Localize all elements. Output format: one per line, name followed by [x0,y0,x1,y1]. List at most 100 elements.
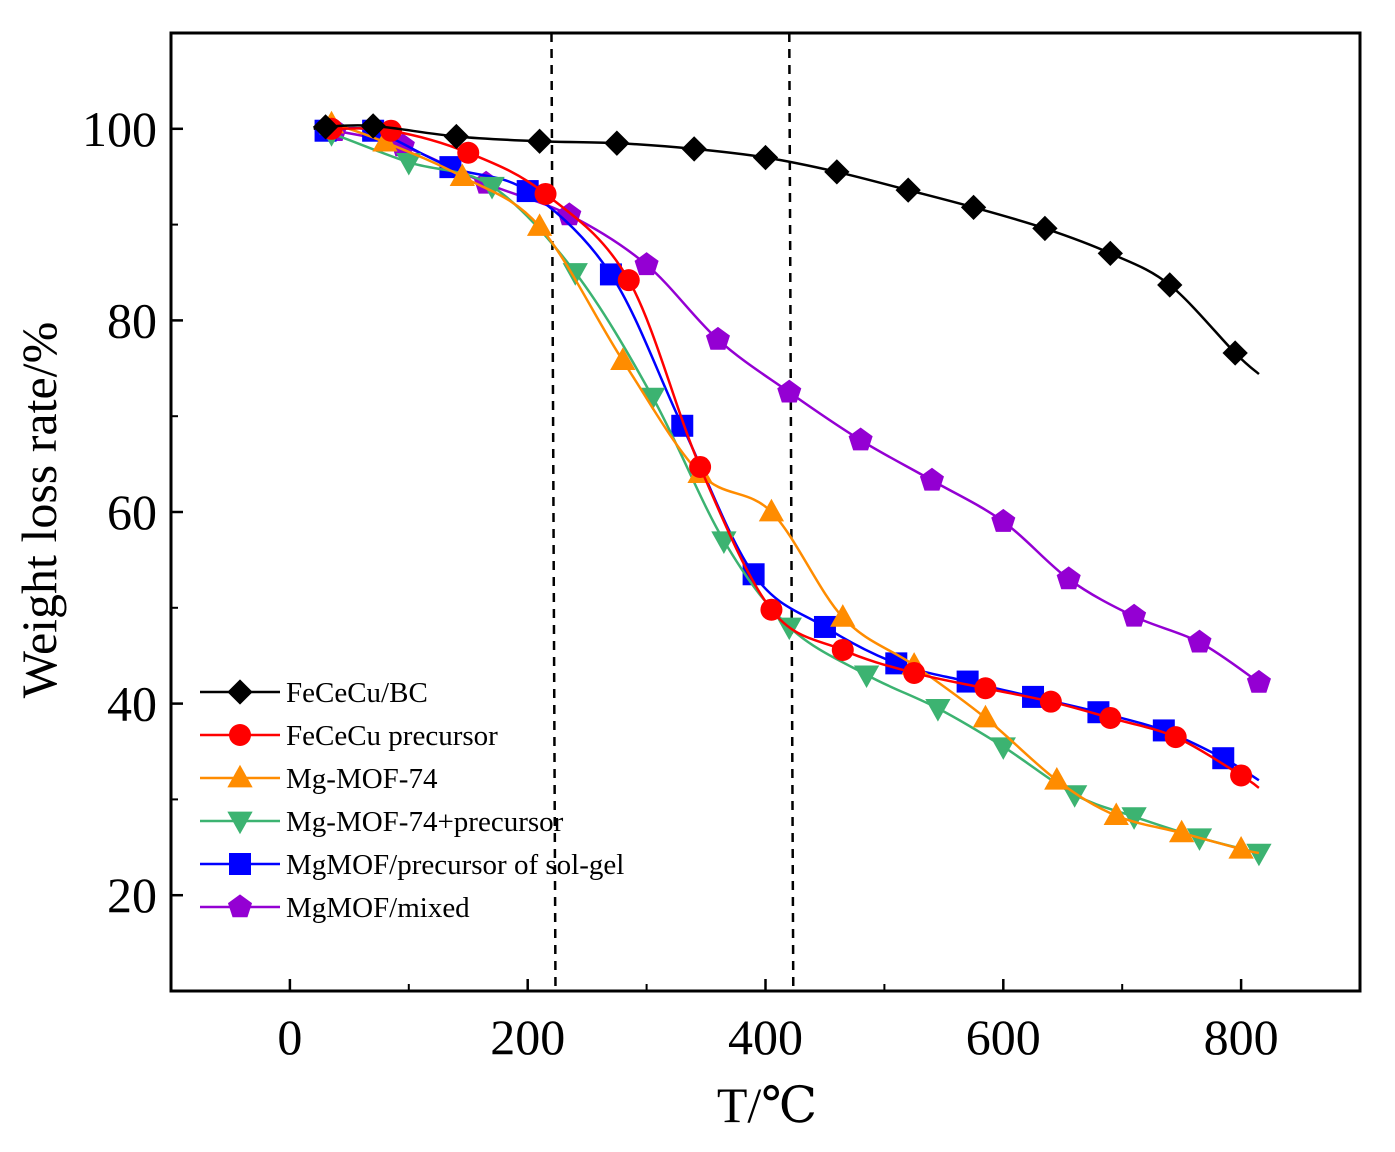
data-point-mgmof-mixed [919,467,944,491]
legend-entry-mg-mof-74: Mg-MOF-74 [200,763,438,795]
x-axis-title: T/℃ [717,1077,817,1133]
data-point-mgmof-mixed [777,379,802,403]
data-point-mg-mof-74 [449,163,475,187]
data-point-mgmof-mixed [1122,603,1147,627]
data-point-mgmof-precursor-of-sol-gel [813,615,836,638]
data-point-fececu-bc [312,114,339,140]
data-point-fececu-bc [1222,340,1248,366]
data-point-fececu-bc [752,144,779,171]
data-point-mg-mof-74 [526,213,553,236]
legend-label: Mg-MOF-74 [286,763,438,795]
data-point-mgmof-precursor-of-sol-gel [1212,747,1235,770]
y-tick-label: 60 [107,484,157,540]
data-point-fececu-bc [443,123,470,150]
data-point-mg-mof-74 [1228,836,1254,859]
data-point-mgmof-precursor-of-sol-gel [956,670,979,693]
data-point-fececu-precursor [1164,726,1187,749]
data-point-fececu-precursor [617,269,640,292]
data-point-fececu-precursor [1039,690,1062,713]
legend-entry-fececu-bc: FeCeCu/BC [200,677,428,709]
reference-line-1 [550,32,557,992]
legend-label: Mg-MOF-74+precursor [286,806,564,838]
data-point-fececu-precursor [379,119,402,142]
y-axis-title: Weight loss rate/% [11,322,67,698]
data-point-mg-mof-74 [610,347,636,370]
legend-label: MgMOF/precursor of sol-gel [286,849,624,881]
legend-entry-mgmof-mixed: MgMOF/mixed [200,892,470,924]
legend-label: FeCeCu/BC [286,677,428,709]
data-point-mg-mof-74-precursor [479,176,505,200]
data-point-fececu-bc [360,113,386,139]
reference-line-2 [788,32,795,992]
legend-entry-fececu-precursor: FeCeCu precursor [200,720,498,752]
x-tick-label: 400 [728,1009,803,1065]
data-point-mg-mof-74 [372,129,398,152]
x-tick-label: 600 [966,1009,1041,1065]
series-fececu-bc [312,113,1260,375]
data-point-mg-mof-74 [758,498,785,522]
data-point-mgmof-precursor-of-sol-gel [671,414,694,437]
legend-marker [227,811,253,835]
series-line-fececu-bc [313,124,1260,375]
data-point-mgmof-mixed [634,252,659,276]
data-point-mgmof-precursor-of-sol-gel [599,263,622,286]
y-tick-label: 20 [107,867,157,923]
data-point-mgmof-mixed [1056,566,1081,590]
data-point-mgmof-mixed [1246,669,1271,693]
y-tick-label: 100 [82,101,157,157]
data-point-fececu-precursor [689,455,712,478]
data-point-fececu-bc [604,130,630,156]
data-point-mg-mof-74-precursor [639,387,666,411]
legend-label: FeCeCu precursor [286,720,498,752]
reference-lines [550,32,795,992]
data-point-fececu-bc [1032,215,1058,242]
data-point-mg-mof-74 [1044,767,1070,790]
x-tick-label: 800 [1204,1009,1279,1065]
data-point-mg-mof-74 [972,704,999,728]
data-point-mg-mof-74 [830,604,856,627]
data-point-mg-mof-74-precursor [1061,785,1088,808]
series-fececu-precursor [319,117,1260,789]
series-mgmof-precursor-of-sol-gel [314,119,1260,782]
legend: FeCeCu/BC FeCeCu precursor Mg-MOF-74 Mg-MOF… [200,677,624,924]
y-tick-label: 40 [107,676,157,732]
data-point-fececu-bc [1097,240,1123,266]
data-point-fececu-precursor [1099,706,1122,729]
data-point-fececu-bc [824,159,850,185]
legend-marker [227,679,253,705]
data-point-fececu-precursor [831,638,854,661]
data-point-fececu-precursor [457,141,480,164]
legend-entry-mg-mof-74-precursor: Mg-MOF-74+precursor [200,806,564,838]
data-point-mg-mof-74 [1103,802,1129,826]
data-point-fececu-precursor [974,677,997,700]
legend-marker [229,724,251,746]
data-point-fececu-bc [960,194,987,221]
data-point-mg-mof-74-precursor [925,699,951,722]
data-point-fececu-bc [681,136,707,162]
data-point-mg-mof-74-precursor [396,152,422,176]
data-point-mg-mof-74-precursor [1121,807,1147,830]
legend-entry-mgmof-precursor-of-sol-gel: MgMOF/precursor of sol-gel [200,849,624,881]
data-point-fececu-bc [526,128,553,154]
data-point-mgmof-mixed [991,508,1016,532]
data-point-mg-mof-74 [1169,819,1195,843]
legend-marker [227,764,253,788]
series-mgmof-mixed [319,118,1271,693]
data-point-fececu-precursor [760,598,783,621]
y-tick-label: 80 [107,292,157,348]
legend-label: MgMOF/mixed [286,892,470,924]
x-tick-label: 200 [490,1009,565,1065]
data-point-mg-mof-74-precursor [1246,843,1272,867]
data-point-mg-mof-74-precursor [990,737,1016,760]
x-tick-label: 0 [277,1009,302,1065]
series-mg-mof-74-precursor [318,124,1272,867]
data-point-fececu-precursor [903,661,926,684]
legend-marker [229,853,251,875]
legend-marker [227,894,253,918]
data-point-mg-mof-74-precursor [1186,828,1213,851]
data-point-mg-mof-74-precursor [853,665,880,689]
data-point-fececu-bc [895,177,921,203]
data-point-mgmof-mixed [848,427,873,451]
data-point-mgmof-mixed [705,326,730,350]
